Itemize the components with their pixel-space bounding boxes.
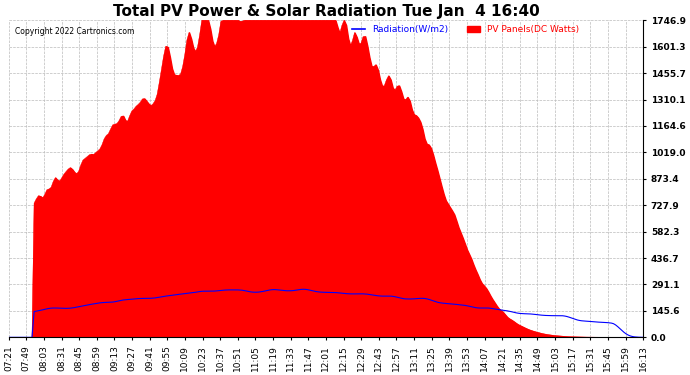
- Legend: Radiation(W/m2), PV Panels(DC Watts): Radiation(W/m2), PV Panels(DC Watts): [348, 22, 583, 38]
- Text: Copyright 2022 Cartronics.com: Copyright 2022 Cartronics.com: [15, 27, 135, 36]
- Title: Total PV Power & Solar Radiation Tue Jan  4 16:40: Total PV Power & Solar Radiation Tue Jan…: [112, 4, 540, 19]
